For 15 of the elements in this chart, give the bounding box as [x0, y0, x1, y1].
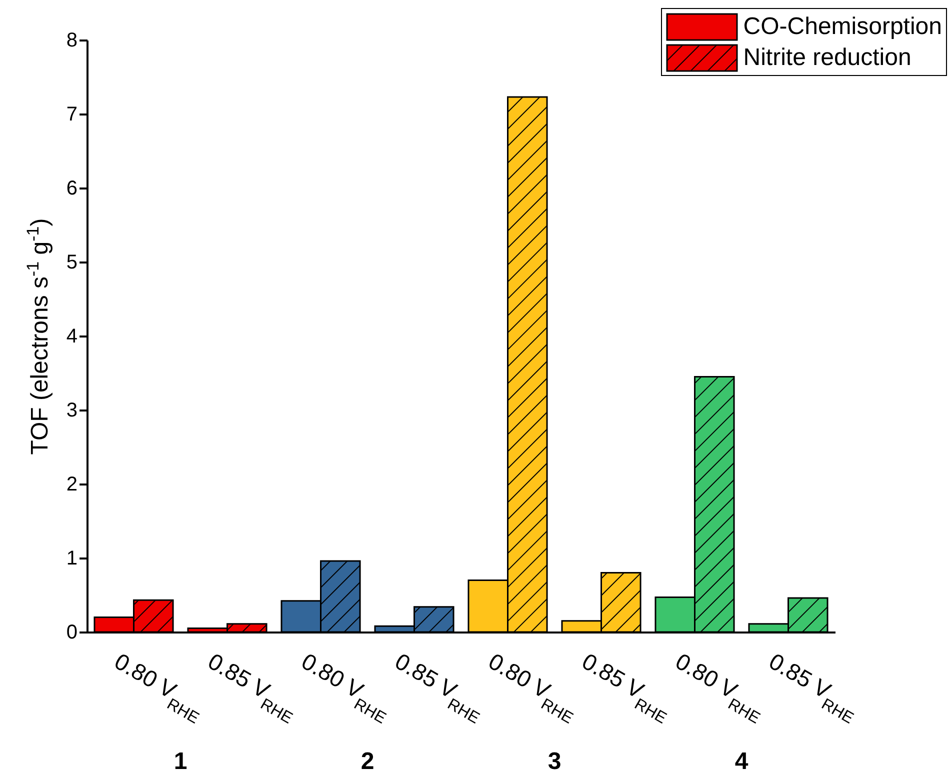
y-tick-label: 2 — [66, 474, 78, 496]
y-tick-label: 8 — [66, 30, 78, 52]
y-tick-label: 1 — [66, 548, 78, 570]
text: 2 — [360, 748, 376, 776]
y-tick-label: 0 — [66, 622, 78, 644]
y-tick-label: 3 — [66, 400, 78, 422]
legend-label: Nitrite reduction — [743, 44, 912, 72]
y-tick-label: 7 — [66, 104, 78, 126]
y-tick-label: 4 — [66, 326, 78, 348]
text: 1 — [172, 748, 188, 776]
y-tick-label: 6 — [66, 178, 78, 200]
text: 4 — [734, 748, 750, 776]
y-tick-label: 5 — [66, 252, 78, 274]
legend-label: CO-Chemisorption — [743, 12, 942, 40]
text: 3 — [546, 748, 562, 776]
